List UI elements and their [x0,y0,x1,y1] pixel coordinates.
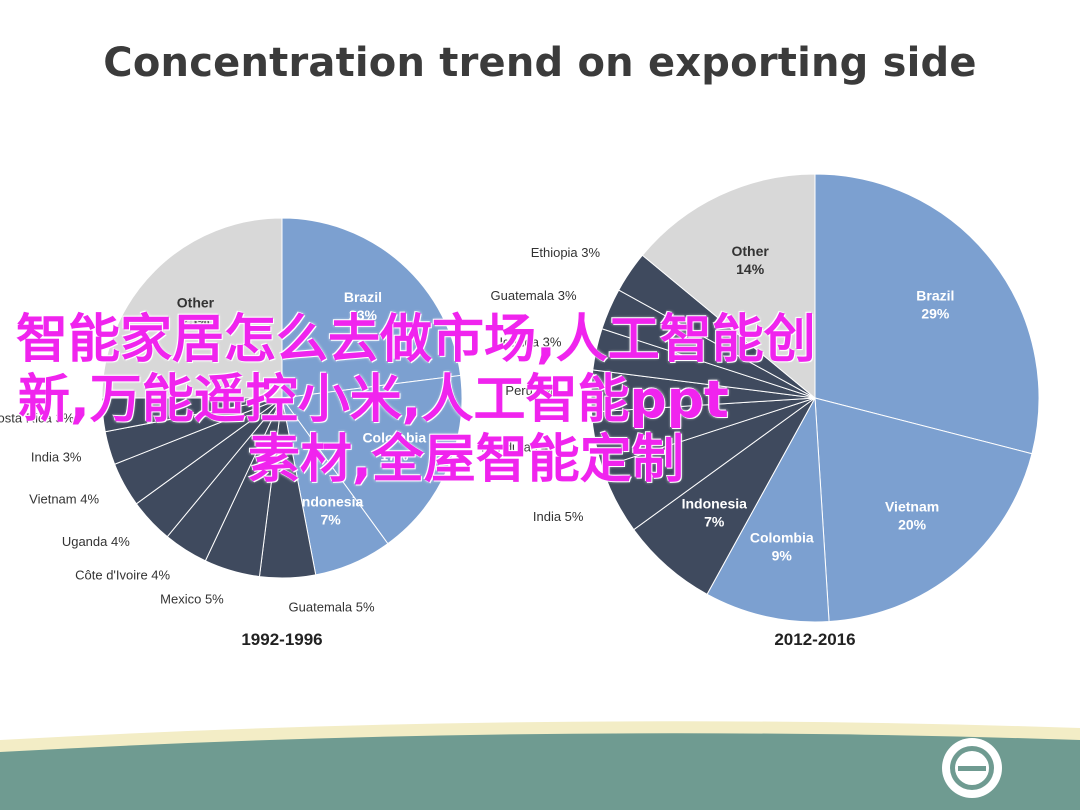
pie-title-2: 2012-2016 [774,630,855,649]
slice-label-costa-rica: Costa Rica 3% [0,411,75,426]
slice-label-brazil: Brazil [916,288,954,304]
slice-label-vietnam: Vietnam 4% [29,492,99,507]
slice-label-ethiopia: Ethiopia 3% [531,245,601,260]
circle-logo-icon [942,738,1002,798]
slice-label-honduras: Honduras 4% [481,440,560,455]
slice-value-colombia: 9% [772,548,793,564]
pie-slice-colombia [281,374,463,545]
pie-slice-colombia [706,396,830,623]
pie-slice-other [641,173,816,400]
pie-chart-1: Brazil 23% Colombia 17% Indonesia 7% Guatemala… [0,217,463,649]
slice-value-other: 25% [181,312,210,328]
pie-slice-other [101,217,283,399]
slice-value-brazil: 29% [921,306,950,322]
slice-label-uganda: Uganda 4% [62,534,130,549]
slice-label-colombia: Colombia [362,430,426,446]
slice-label-other: Other [731,243,769,259]
pie-slice-brazil [814,173,1040,455]
slice-value-indonesia: 7% [704,513,725,529]
pie-title-1: 1992-1996 [241,630,322,649]
slice-value-vietnam: 20% [898,516,927,532]
slice-label-india: India 3% [31,449,82,464]
slice-label-vietnam: Vietnam [885,498,939,514]
slide-title: Concentration trend on exporting side [103,40,977,86]
slice-label-mexico: Mexico 5% [160,592,224,607]
slice-label-indonesia: Indonesia [682,495,748,511]
slice-label-uganda: Uganda 3% [493,334,561,349]
slice-label-guatemala: Guatemala 5% [289,600,375,615]
slice-label-other: Other [177,294,215,310]
slice-label-peru: Peru 3% [505,383,555,398]
slice-label-indonesia: Indonesia [298,493,364,509]
slice-value-colombia: 17% [380,448,409,464]
slice-value-other: 14% [736,261,765,277]
slice-label-brazil: Brazil [344,289,382,305]
slice-label-india: India 5% [533,509,584,524]
footer-green-band [0,733,1080,810]
slice-value-indonesia: 7% [320,511,341,527]
pie-slice-brazil [281,217,462,399]
pie-slice-vietnam [814,397,1033,623]
slice-label-cote-d-ivoire: Côte d'Ivoire 4% [75,567,170,582]
slice-label-colombia: Colombia [750,530,814,546]
slice-label-guatemala: Guatemala 3% [491,288,577,303]
pie-chart-2: Brazil 29% Vietnam 20% Colombia 9% Indonesia 7%… [481,173,1040,649]
footer-band [0,721,1080,810]
slice-value-brazil: 23% [349,307,378,323]
